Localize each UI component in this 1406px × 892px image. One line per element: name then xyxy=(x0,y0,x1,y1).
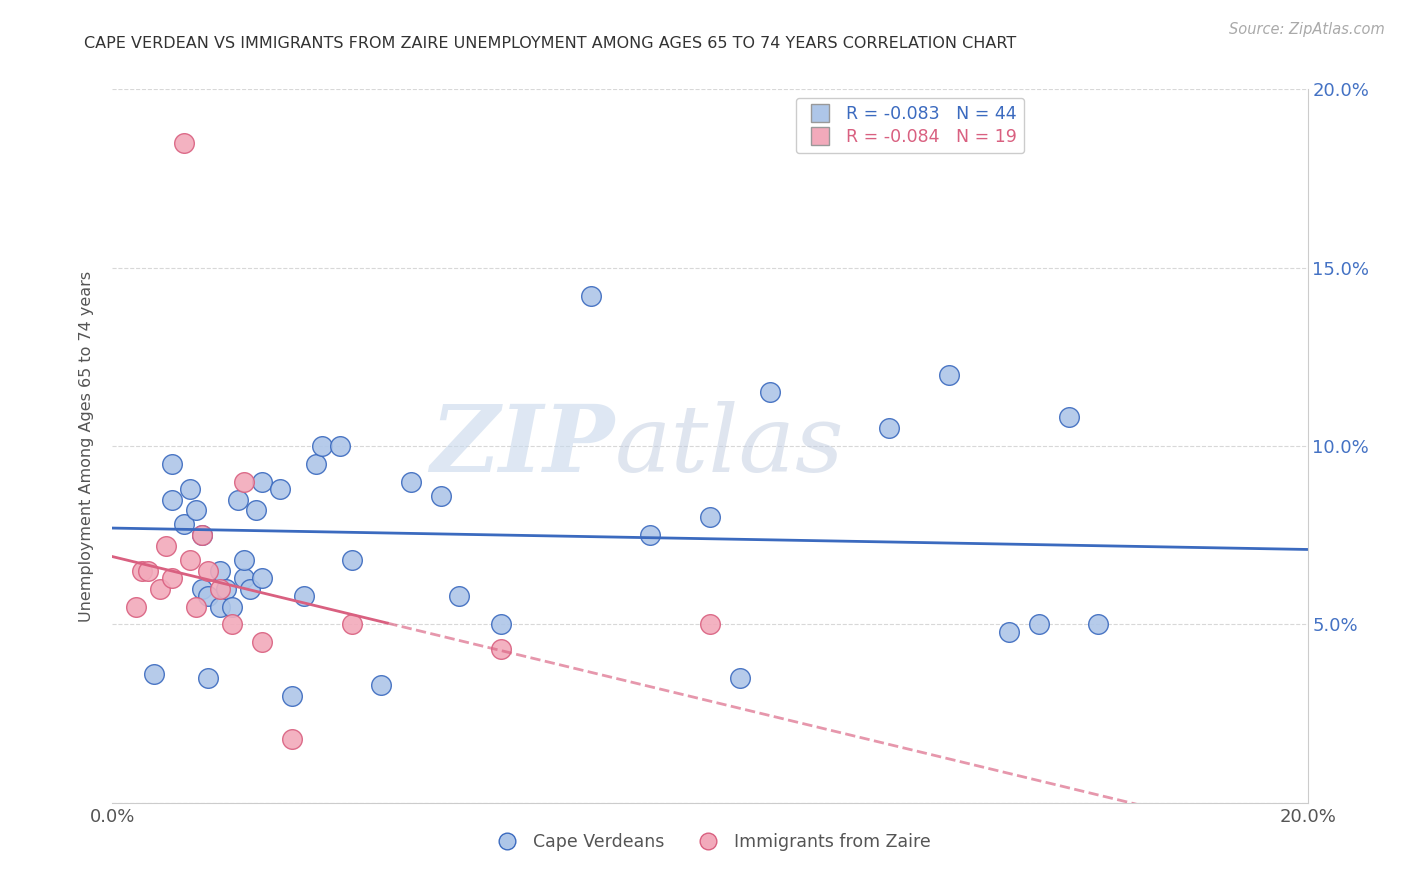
Point xyxy=(998,624,1021,639)
Point xyxy=(430,489,453,503)
Point xyxy=(292,589,315,603)
Point xyxy=(149,582,172,596)
Point xyxy=(197,589,219,603)
Point xyxy=(209,582,232,596)
Point xyxy=(162,457,183,471)
Point xyxy=(221,617,243,632)
Point xyxy=(209,564,232,578)
Point xyxy=(215,582,238,596)
Point xyxy=(759,385,782,400)
Point xyxy=(311,439,333,453)
Point xyxy=(250,475,273,489)
Point xyxy=(329,439,352,453)
Point xyxy=(162,571,183,585)
Point xyxy=(143,667,166,681)
Point xyxy=(186,599,208,614)
Point xyxy=(489,642,512,657)
Point xyxy=(449,589,471,603)
Point xyxy=(728,671,751,685)
Y-axis label: Unemployment Among Ages 65 to 74 years: Unemployment Among Ages 65 to 74 years xyxy=(79,270,94,622)
Point xyxy=(191,582,214,596)
Point xyxy=(179,553,201,567)
Point xyxy=(233,553,256,567)
Point xyxy=(489,617,512,632)
Point xyxy=(281,731,304,746)
Point xyxy=(209,599,232,614)
Point xyxy=(938,368,960,382)
Point xyxy=(191,528,214,542)
Point xyxy=(191,528,214,542)
Point xyxy=(233,571,256,585)
Point xyxy=(155,539,177,553)
Point xyxy=(239,582,262,596)
Point xyxy=(197,564,219,578)
Point xyxy=(370,678,392,692)
Point xyxy=(179,482,201,496)
Point xyxy=(173,517,195,532)
Point xyxy=(131,564,153,578)
Point xyxy=(138,564,160,578)
Point xyxy=(162,492,183,507)
Text: ZIP: ZIP xyxy=(430,401,614,491)
Point xyxy=(125,599,148,614)
Point xyxy=(250,635,273,649)
Point xyxy=(1057,410,1080,425)
Point xyxy=(879,421,901,435)
Point xyxy=(401,475,423,489)
Text: CAPE VERDEAN VS IMMIGRANTS FROM ZAIRE UNEMPLOYMENT AMONG AGES 65 TO 74 YEARS COR: CAPE VERDEAN VS IMMIGRANTS FROM ZAIRE UN… xyxy=(84,36,1017,51)
Point xyxy=(699,617,721,632)
Point xyxy=(233,475,256,489)
Point xyxy=(1028,617,1050,632)
Point xyxy=(269,482,291,496)
Legend: Cape Verdeans, Immigrants from Zaire: Cape Verdeans, Immigrants from Zaire xyxy=(482,827,938,858)
Point xyxy=(699,510,721,524)
Point xyxy=(173,136,195,150)
Point xyxy=(340,617,363,632)
Point xyxy=(221,599,243,614)
Point xyxy=(281,689,304,703)
Text: Source: ZipAtlas.com: Source: ZipAtlas.com xyxy=(1229,22,1385,37)
Point xyxy=(197,671,219,685)
Point xyxy=(245,503,267,517)
Point xyxy=(340,553,363,567)
Text: atlas: atlas xyxy=(614,401,844,491)
Point xyxy=(250,571,273,585)
Point xyxy=(305,457,328,471)
Point xyxy=(226,492,249,507)
Point xyxy=(579,289,602,303)
Point xyxy=(1087,617,1109,632)
Point xyxy=(186,503,208,517)
Point xyxy=(640,528,662,542)
